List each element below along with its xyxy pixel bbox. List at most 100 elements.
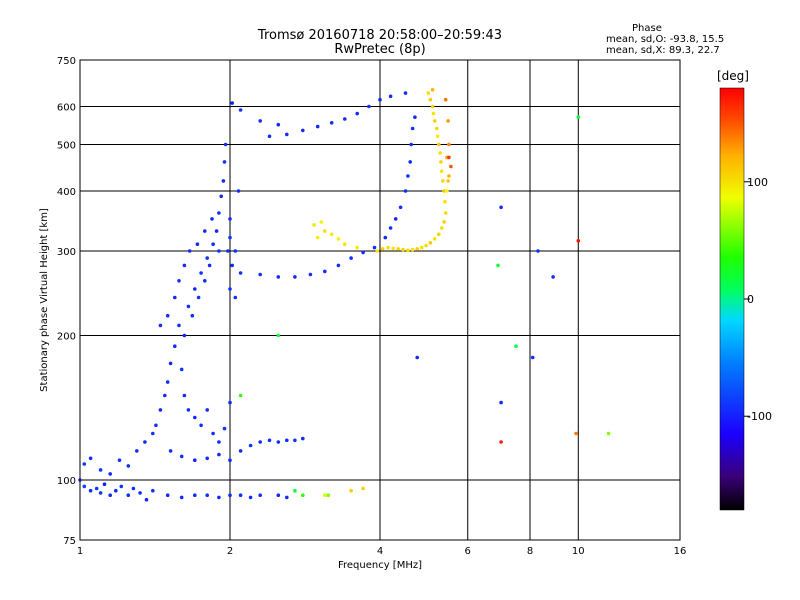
x-mode-point xyxy=(238,393,243,398)
x-axis-label: Frequency [MHz] xyxy=(338,560,422,571)
o-mode-point xyxy=(165,380,170,384)
o-mode-point xyxy=(308,272,313,277)
o-mode-point xyxy=(223,142,228,147)
o-mode-point xyxy=(222,160,227,164)
x-mode-point xyxy=(439,169,444,173)
o-mode-point xyxy=(343,117,347,121)
colorbar-tick-label: -100 xyxy=(747,410,772,423)
o-mode-point xyxy=(409,142,414,147)
o-mode-point xyxy=(228,458,232,463)
x-mode-point xyxy=(430,88,435,92)
o-mode-point xyxy=(222,426,227,431)
x-mode-point xyxy=(435,134,440,139)
o-mode-point xyxy=(119,484,124,489)
o-mode-point xyxy=(179,367,184,372)
chart-subtitle: RwPretec (8p) xyxy=(334,42,426,57)
x-mode-point xyxy=(428,97,433,102)
o-mode-point xyxy=(126,464,131,468)
x-tick-label: 4 xyxy=(377,546,383,557)
x-mode-point xyxy=(326,493,331,498)
o-mode-point xyxy=(383,235,388,240)
stats-o-mode: mean, sd,O: -93.8, 15.5 xyxy=(606,34,725,45)
x-mode-point xyxy=(432,119,437,123)
o-mode-point xyxy=(168,449,173,453)
o-mode-point xyxy=(217,495,221,500)
x-mode-point xyxy=(415,247,420,251)
x-mode-point xyxy=(410,247,415,252)
o-mode-point xyxy=(413,115,417,119)
o-mode-point xyxy=(182,393,187,398)
x-mode-point xyxy=(445,189,449,193)
o-mode-point xyxy=(217,452,221,457)
o-mode-point xyxy=(211,431,215,436)
x-tick-label: 2 xyxy=(227,546,233,557)
x-mode-point xyxy=(375,249,380,253)
x-mode-point xyxy=(443,97,448,102)
x-mode-point xyxy=(301,493,305,498)
x-mode-point xyxy=(343,242,347,246)
o-mode-point xyxy=(158,408,163,412)
o-mode-point xyxy=(182,333,187,338)
x-tick-label: 1 xyxy=(77,546,83,557)
o-mode-point xyxy=(199,423,203,428)
o-mode-point xyxy=(258,119,263,123)
x-mode-point xyxy=(323,229,327,233)
x-mode-point xyxy=(380,247,385,251)
o-mode-point xyxy=(114,488,118,493)
x-mode-point xyxy=(391,246,395,251)
o-mode-point xyxy=(393,217,398,221)
o-mode-point xyxy=(276,275,281,279)
o-mode-point xyxy=(499,400,503,405)
x-mode-point xyxy=(361,486,365,491)
o-mode-point xyxy=(388,94,393,99)
o-mode-point xyxy=(217,249,221,253)
o-mode-point xyxy=(210,217,214,221)
x-mode-point xyxy=(437,142,441,147)
o-mode-point xyxy=(329,121,334,125)
x-mode-point xyxy=(426,91,431,95)
o-mode-point xyxy=(258,493,263,498)
o-mode-point xyxy=(108,493,112,498)
o-mode-point xyxy=(228,400,232,405)
o-mode-point xyxy=(233,249,238,253)
o-mode-point xyxy=(323,269,327,274)
y-tick-label: 300 xyxy=(57,247,76,258)
o-mode-point xyxy=(135,449,139,453)
o-mode-point xyxy=(165,313,170,318)
o-mode-point xyxy=(228,493,232,498)
o-mode-point xyxy=(102,482,107,487)
o-mode-point xyxy=(233,295,238,300)
o-mode-point xyxy=(248,495,253,500)
x-mode-point xyxy=(329,232,334,237)
x-mode-point xyxy=(438,151,442,155)
o-mode-point xyxy=(536,249,540,253)
o-mode-point xyxy=(143,440,147,444)
x-mode-point xyxy=(446,119,450,123)
o-mode-point xyxy=(205,408,209,412)
o-mode-point xyxy=(88,488,93,493)
o-mode-point xyxy=(410,126,415,131)
x-mode-point xyxy=(606,431,611,436)
x-mode-point xyxy=(443,211,448,215)
x-mode-point xyxy=(428,241,433,245)
o-mode-point xyxy=(349,256,353,260)
x-mode-point xyxy=(319,220,324,224)
stats-heading: Phase xyxy=(632,23,662,34)
o-mode-point xyxy=(276,493,281,498)
o-mode-point xyxy=(177,323,181,328)
x-mode-point xyxy=(496,263,500,268)
o-mode-point xyxy=(499,205,503,210)
o-mode-point xyxy=(138,491,142,495)
o-mode-point xyxy=(372,245,377,250)
colorbar: [deg] 100 0 -100 xyxy=(717,69,772,511)
x-mode-point xyxy=(315,235,320,240)
x-mode-point xyxy=(355,245,360,250)
o-mode-point xyxy=(276,440,281,444)
o-mode-point xyxy=(230,101,234,105)
o-mode-point xyxy=(173,295,177,300)
o-mode-point xyxy=(221,179,226,183)
o-mode-point xyxy=(98,468,103,472)
o-mode-point xyxy=(214,229,219,233)
x-mode-point xyxy=(514,344,518,349)
